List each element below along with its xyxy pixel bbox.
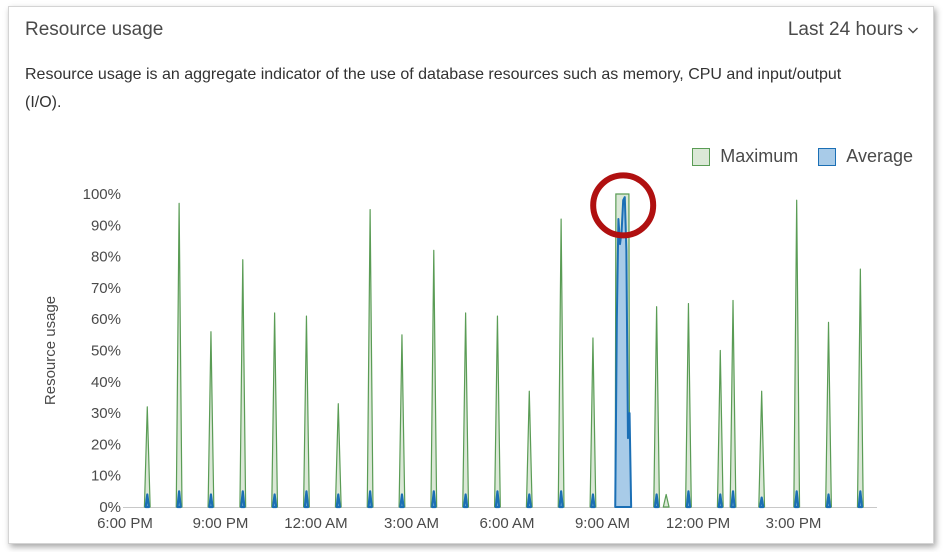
- maximum-spike: [716, 349, 724, 508]
- highlight-circle: [590, 172, 657, 239]
- legend-average[interactable]: Average: [818, 146, 913, 167]
- card-title: Resource usage: [25, 19, 164, 40]
- average-series: [144, 196, 864, 509]
- average-spike: [758, 496, 765, 509]
- maximum-spike: [825, 321, 832, 508]
- y-axis: 0% 10% 20% 30% 40% 50% 60% 70% 80% 90% 100%: [83, 186, 121, 516]
- legend-average-swatch: [818, 147, 837, 166]
- average-spike: [825, 493, 832, 509]
- average-spike: [494, 490, 501, 509]
- y-axis-title: Resource usage: [42, 296, 59, 405]
- maximum-spike: [143, 406, 151, 508]
- maximum-spike: [239, 259, 247, 508]
- y-tick-label: 40%: [91, 374, 121, 391]
- average-spike: [399, 493, 405, 509]
- maximum-spike: [662, 493, 670, 508]
- x-tick-label: 3:00 AM: [384, 515, 439, 532]
- maximum-spike: [175, 202, 183, 508]
- average-spike: [462, 493, 469, 509]
- maximum-spike: [366, 209, 374, 508]
- average-spike: [653, 493, 660, 509]
- x-axis: 6:00 PM 9:00 PM 12:00 AM 3:00 AM 6:00 AM 9:00…: [97, 507, 877, 532]
- maximum-spike: [557, 218, 565, 508]
- y-tick-label: 90%: [91, 217, 121, 234]
- y-tick-label: 80%: [91, 249, 121, 266]
- maximum-spike: [302, 315, 310, 508]
- resource-usage-card: Resource usage Last 24 hours Resource us…: [8, 6, 934, 544]
- maximum-spike: [729, 299, 737, 508]
- average-spike: [558, 490, 564, 509]
- average-spike: [144, 493, 150, 509]
- legend-maximum[interactable]: Maximum: [692, 146, 798, 167]
- maximum-spike: [793, 199, 801, 508]
- maximum-spike: [398, 334, 406, 508]
- average-spike: [240, 490, 246, 509]
- average-spike: [208, 493, 214, 509]
- average-spike: [335, 493, 341, 509]
- average-spike: [730, 490, 736, 509]
- legend-average-label: Average: [846, 146, 913, 166]
- average-spike: [857, 490, 864, 509]
- y-tick-label: 50%: [91, 343, 121, 360]
- y-tick-label: 0%: [99, 499, 121, 516]
- legend-maximum-label: Maximum: [720, 146, 799, 166]
- x-tick-label: 6:00 PM: [97, 515, 153, 532]
- y-tick-label: 60%: [91, 311, 121, 328]
- x-tick-label: 3:00 PM: [766, 515, 822, 532]
- average-spike: [793, 490, 800, 509]
- average-spike: [717, 493, 723, 509]
- average-spike: [685, 490, 692, 509]
- x-tick-label: 12:00 PM: [666, 515, 730, 532]
- maximum-spike: [493, 315, 501, 508]
- resource-usage-chart: 0% 10% 20% 30% 40% 50% 60% 70% 80% 90% 100% 6:00 P…: [42, 172, 877, 532]
- x-tick-label: 6:00 AM: [479, 515, 534, 532]
- average-spike: [271, 493, 278, 509]
- x-tick-label: 12:00 AM: [284, 515, 347, 532]
- maximum-spike: [462, 312, 470, 508]
- maximum-spike: [430, 249, 438, 508]
- maximum-spike: [334, 403, 342, 508]
- maximum-spike: [653, 306, 661, 508]
- x-tick-label: 9:00 AM: [575, 515, 630, 532]
- average-spike: [176, 490, 182, 509]
- maximum-series: [143, 193, 864, 508]
- average-spike: [367, 490, 373, 509]
- maximum-spike: [525, 390, 533, 508]
- average-spike: [590, 493, 596, 509]
- average-spike: [303, 490, 310, 509]
- legend-maximum-swatch: [692, 147, 711, 166]
- card-description: Resource usage is an aggregate indicator…: [25, 66, 842, 111]
- x-tick-label: 9:00 PM: [193, 515, 249, 532]
- maximum-spike: [684, 302, 692, 508]
- time-range-dropdown[interactable]: Last 24 hours: [788, 19, 919, 41]
- average-spike: [526, 493, 532, 509]
- maximum-spike: [758, 390, 766, 508]
- y-tick-label: 30%: [91, 405, 121, 422]
- maximum-spike: [207, 331, 215, 508]
- maximum-spike: [856, 268, 864, 508]
- y-tick-label: 70%: [91, 280, 121, 297]
- annotation-layer: [590, 172, 657, 239]
- time-range-label: Last 24 hours: [787, 19, 903, 40]
- average-spike: [431, 490, 437, 509]
- chevron-down-icon: [908, 27, 918, 34]
- y-tick-label: 100%: [83, 186, 121, 203]
- maximum-spike: [589, 337, 597, 508]
- maximum-spike: [271, 312, 279, 508]
- y-tick-label: 10%: [91, 468, 121, 485]
- chart-legend: Maximum Average: [692, 146, 913, 167]
- y-tick-label: 20%: [91, 436, 121, 453]
